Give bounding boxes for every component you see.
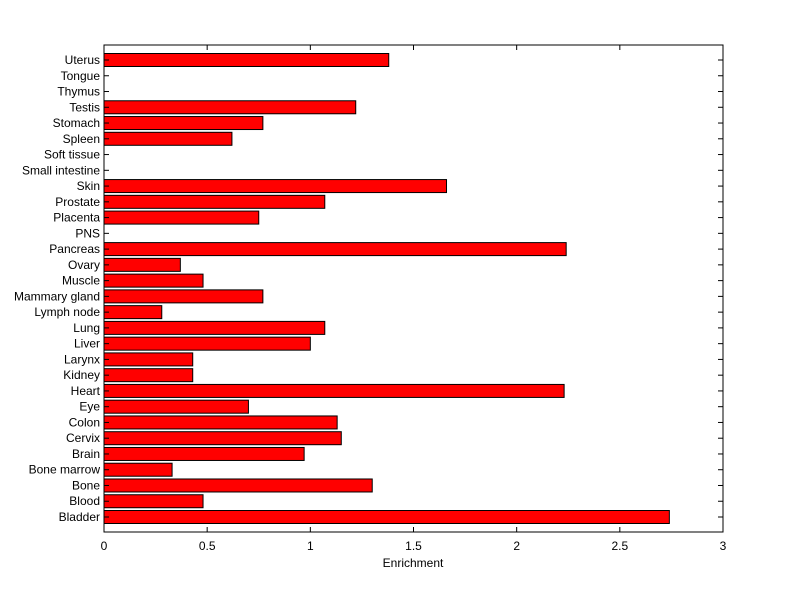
- bar-mammary-gland: [103, 289, 264, 304]
- y-tick-label: Thymus: [57, 85, 100, 99]
- y-tick-label: Bone: [72, 478, 100, 492]
- x-axis: 0 0.5 1 1.5 2 2.5 3: [101, 45, 727, 553]
- bar-pancreas: [103, 242, 567, 257]
- bar-muscle: [103, 273, 204, 288]
- y-tick-label: Placenta: [53, 211, 100, 225]
- bar-liver: [103, 336, 311, 351]
- y-tick-label: Testis: [69, 100, 100, 114]
- y-tick-label: Skin: [77, 179, 100, 193]
- y-tick-label: Small intestine: [22, 163, 100, 177]
- y-tick-label: Bladder: [59, 510, 100, 524]
- y-tick-label: Ovary: [68, 258, 100, 272]
- x-tick-label: 3: [720, 539, 727, 553]
- y-tick-label: Uterus: [65, 53, 100, 67]
- bar-brain: [103, 446, 305, 461]
- bar-prostate: [103, 194, 326, 209]
- y-tick-label: Prostate: [55, 195, 100, 209]
- x-tick-label: 2.5: [611, 539, 628, 553]
- y-tick-label: Lymph node: [34, 305, 100, 319]
- y-tick-label: Kidney: [63, 368, 100, 382]
- y-tick-label: Muscle: [62, 274, 100, 288]
- y-tick-label: Cervix: [66, 431, 100, 445]
- bar-uterus: [103, 53, 390, 67]
- y-tick-label: Liver: [74, 337, 100, 351]
- bar-ovary: [103, 257, 181, 272]
- bar-eye: [103, 399, 249, 414]
- x-axis-label: Enrichment: [383, 556, 444, 570]
- bar-kidney: [103, 368, 194, 383]
- bars: [103, 53, 670, 524]
- y-tick-label: Brain: [72, 447, 100, 461]
- y-tick-label: Stomach: [53, 116, 100, 130]
- x-tick-label: 1: [307, 539, 314, 553]
- bar-lung: [103, 320, 326, 335]
- y-tick-label: Heart: [71, 384, 101, 398]
- y-tick-label: Colon: [69, 415, 100, 429]
- y-tick-label: Larynx: [64, 352, 100, 366]
- y-tick-label: Soft tissue: [44, 148, 100, 162]
- bar-heart: [103, 383, 565, 398]
- bar-colon: [103, 415, 338, 430]
- bar-blood: [103, 494, 204, 509]
- y-tick-label: Eye: [79, 400, 100, 414]
- bar-testis: [103, 100, 357, 115]
- x-tick-label: 2: [513, 539, 520, 553]
- x-tick-label: 1.5: [405, 539, 422, 553]
- x-tick-label: 0.5: [199, 539, 216, 553]
- y-tick-label: Pancreas: [49, 242, 100, 256]
- y-tick-label: Lung: [73, 321, 100, 335]
- y-tick-label: PNS: [75, 226, 100, 240]
- bar-stomach: [103, 116, 264, 131]
- bar-bladder: [103, 510, 670, 524]
- y-tick-label: Mammary gland: [14, 289, 100, 303]
- y-tick-label: Tongue: [61, 69, 101, 83]
- bar-larynx: [103, 352, 194, 367]
- bar-placenta: [103, 210, 260, 225]
- y-tick-label: Bone marrow: [29, 463, 101, 477]
- x-tick-label: 0: [101, 539, 108, 553]
- bar-skin: [103, 179, 448, 194]
- y-tick-label: Blood: [69, 494, 100, 508]
- bar-bone-marrow: [103, 462, 173, 477]
- bar-bone: [103, 478, 373, 493]
- bar-spleen: [103, 131, 233, 146]
- bar-cervix: [103, 431, 342, 446]
- y-tick-label: Spleen: [63, 132, 100, 146]
- bar-lymph-node: [103, 305, 163, 320]
